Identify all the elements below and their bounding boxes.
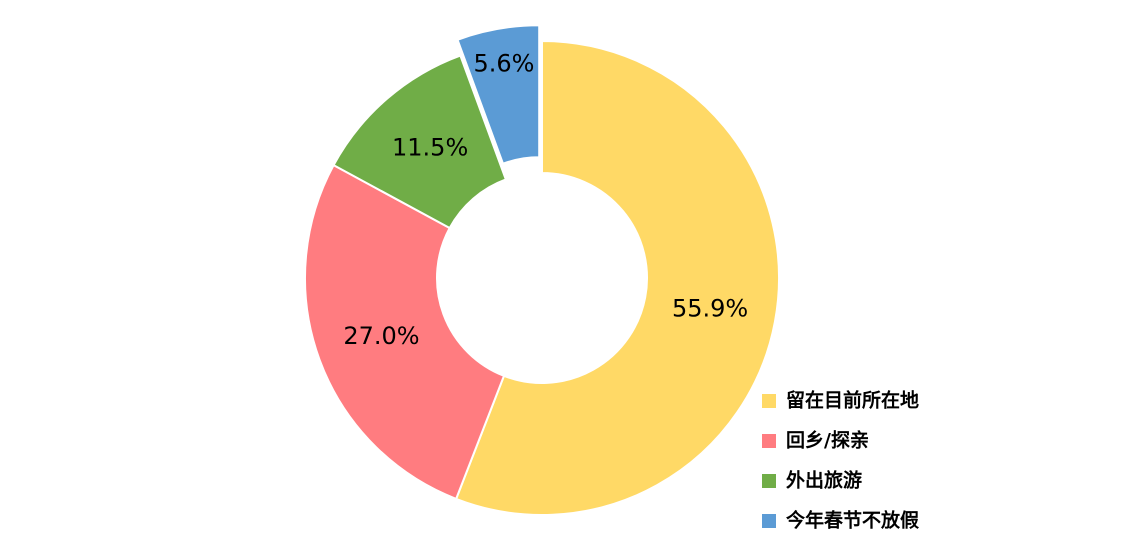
legend-swatch bbox=[762, 434, 776, 448]
legend-label: 留在目前所在地 bbox=[786, 389, 919, 412]
value-label: 11.5% bbox=[392, 134, 468, 162]
value-label: 5.6% bbox=[474, 49, 535, 77]
legend-swatch bbox=[762, 474, 776, 488]
legend-swatch bbox=[762, 394, 776, 408]
donut-slice bbox=[304, 163, 506, 501]
legend-label: 回乡/探亲 bbox=[786, 429, 869, 452]
legend-label: 今年春节不放假 bbox=[785, 509, 919, 532]
donut-slice bbox=[454, 39, 780, 516]
donut-slice bbox=[456, 24, 541, 165]
value-label: 27.0% bbox=[343, 322, 419, 350]
donut-slice bbox=[332, 54, 508, 230]
legend-swatch bbox=[762, 514, 776, 528]
value-label: 55.9% bbox=[672, 295, 748, 323]
legend-label: 外出旅游 bbox=[786, 469, 862, 492]
